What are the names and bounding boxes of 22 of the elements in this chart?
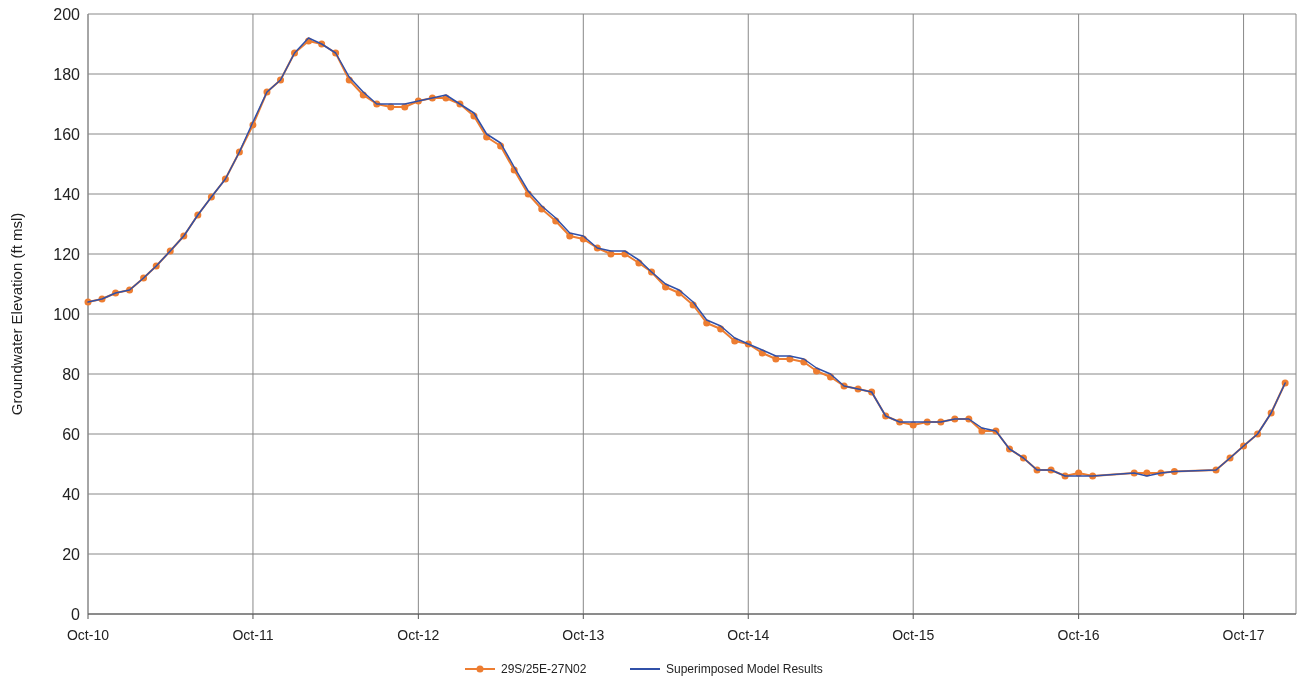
y-tick-label: 200 <box>53 5 81 23</box>
x-tick-label: Oct-13 <box>562 627 605 643</box>
x-tick-label: Oct-14 <box>727 627 770 643</box>
y-axis-title: Groundwater Elevation (ft msl) <box>8 212 25 416</box>
x-tick-label: Oct-11 <box>232 627 274 643</box>
y-tick-label: 80 <box>62 365 81 383</box>
y-tick-label: 20 <box>62 545 81 563</box>
y-tick-label: 100 <box>53 305 81 323</box>
y-tick-label: 160 <box>53 125 81 143</box>
x-tick-label: Oct-16 <box>1057 627 1100 643</box>
x-tick-label: Oct-12 <box>397 627 440 643</box>
x-tick-label: Oct-10 <box>66 627 110 643</box>
y-tick-label: 140 <box>53 185 81 203</box>
y-tick-label: 0 <box>71 605 81 623</box>
y-tick-label: 180 <box>53 65 81 83</box>
y-tick-label: 60 <box>62 425 81 443</box>
y-tick-label: 120 <box>53 245 81 263</box>
legend-label: 29S/25E-27N02 <box>501 662 587 677</box>
x-tick-label: Oct-15 <box>892 627 935 643</box>
x-tick-label: Oct-17 <box>1222 627 1265 643</box>
legend-label: Superimposed Model Results <box>666 662 823 677</box>
y-tick-label: 40 <box>62 485 81 503</box>
